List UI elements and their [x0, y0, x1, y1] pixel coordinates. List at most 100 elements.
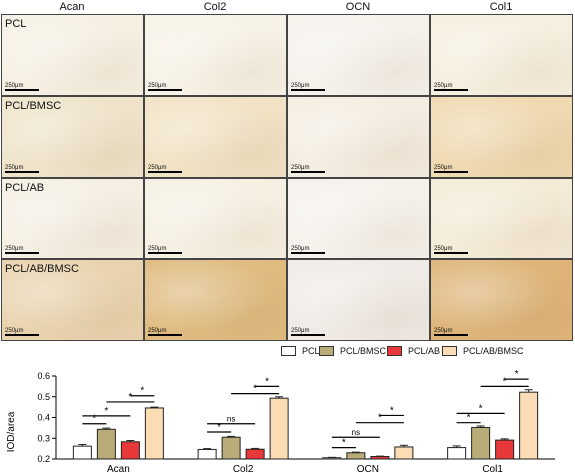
significance-label: *: [342, 438, 346, 449]
scale-bar: [148, 170, 182, 173]
micrograph-tile: 250μm: [430, 259, 573, 341]
y-tick-label: 0.2: [37, 454, 50, 464]
bar: [96, 428, 116, 460]
scale-bar-label: 250μm: [148, 164, 167, 171]
scale-bar: [434, 334, 468, 336]
micrograph-tile: 250μm: [430, 95, 573, 178]
scale-bar: [5, 88, 39, 91]
column-header-acan: Acan: [59, 1, 85, 13]
y-tick-label: 0.6: [37, 371, 50, 381]
micrograph-tile: 250μm: [144, 95, 287, 178]
significance-label: *: [104, 406, 108, 417]
row-label: PCL: [5, 18, 27, 30]
bar: [269, 397, 289, 460]
row-label: PCL/AB/BMSC: [5, 263, 79, 276]
x-tick-label: Col2: [233, 464, 254, 475]
bar: [322, 457, 342, 460]
significance-label: *: [128, 392, 132, 403]
bar: [495, 439, 515, 460]
significance-label: ns: [352, 428, 360, 437]
column-header-col2: Col2: [203, 1, 227, 13]
legend-label-pcl-ab: PCL/AB: [408, 346, 441, 356]
scale-bar-label: 250μm: [291, 82, 310, 89]
y-tick-label: 0.4: [37, 413, 50, 423]
scale-bar-label: 250μm: [5, 246, 24, 253]
scale-bar-label: 250μm: [5, 328, 24, 334]
significance-label: *: [253, 384, 257, 395]
scale-bar-label: 250μm: [148, 328, 167, 334]
significance-label: *: [479, 403, 483, 414]
x-tick-label: Acan: [107, 464, 130, 475]
legend-item-pcl: PCL: [281, 346, 320, 356]
scale-bar: [5, 334, 39, 336]
bar: [394, 446, 414, 460]
scale-bar-label: 250μm: [5, 82, 24, 89]
scale-bar: [291, 170, 325, 173]
bar: [72, 445, 92, 460]
row-label: PCL/BMSC: [5, 99, 62, 112]
micrograph-tile: 250μm: [430, 14, 573, 96]
scale-bar: [434, 170, 468, 173]
significance-label: *: [467, 413, 471, 424]
bar: [447, 447, 467, 460]
column-header-ocn: OCN: [345, 1, 371, 13]
bar: [221, 436, 241, 460]
legend-swatch-pcl-ab: [387, 346, 402, 356]
scale-bar: [434, 88, 468, 91]
chart-legend: PCL PCL/BMSC PCL/AB PCL/AB/BMSC: [0, 346, 575, 360]
row-label: PCL/AB: [5, 181, 45, 194]
legend-item-pcl-bmsc: PCL/BMSC: [319, 346, 386, 356]
significance-label: *: [265, 376, 269, 387]
x-tick-label: Col1: [482, 464, 503, 475]
scale-bar: [291, 334, 325, 336]
scale-bar: [291, 252, 325, 255]
legend-swatch-pcl: [281, 346, 296, 356]
micrograph-tile: 250μm: [287, 14, 430, 96]
micrograph-tile: PCL 250μm: [1, 14, 144, 96]
bar: [144, 407, 164, 460]
bar: [245, 448, 265, 460]
significance-label: *: [390, 405, 394, 416]
iod-bar-chart: IOD/area 0.2 0.3 0.4 0.5 0.6 Acan Col2 OCN Col1 *…: [6, 369, 555, 475]
legend-label-pcl-ab-bmsc: PCL/AB/BMSC: [463, 346, 524, 356]
scale-bar: [148, 88, 182, 91]
significance-label: *: [378, 413, 382, 424]
micrograph-tile: 250μm: [287, 259, 430, 341]
x-tick-label: OCN: [357, 464, 379, 475]
bar: [197, 448, 217, 460]
micrograph-tile: 250μm: [287, 177, 430, 260]
legend-item-pcl-ab: PCL/AB: [387, 346, 440, 356]
significance-label: *: [217, 422, 221, 433]
scale-bar-label: 250μm: [5, 164, 24, 171]
micrograph-tile: PCL/AB/BMSC 250μm: [1, 259, 144, 341]
micrograph-tile: PCL/BMSC 250μm: [1, 95, 144, 178]
bar: [120, 441, 140, 460]
column-header-col1: Col1: [489, 1, 513, 13]
scale-bar: [5, 170, 39, 173]
micrograph-tile: 250μm: [144, 177, 287, 260]
y-tick-label: 0.3: [37, 433, 50, 443]
micrograph-tile: 250μm: [144, 14, 287, 96]
scale-bar-label: 250μm: [434, 82, 453, 89]
scale-bar-label: 250μm: [434, 246, 453, 253]
micrograph-tile: 250μm: [287, 95, 430, 178]
micrograph-tile: 250μm: [430, 177, 573, 260]
scale-bar-label: 250μm: [291, 246, 310, 253]
significance-label: ns: [227, 415, 235, 424]
scale-bar: [291, 88, 325, 91]
bar: [519, 391, 539, 460]
legend-swatch-pcl-ab-bmsc: [442, 346, 457, 356]
scale-bar-label: 250μm: [291, 164, 310, 171]
significance-label: *: [92, 414, 96, 425]
micrograph-tile: 250μm: [144, 259, 287, 341]
significance-label: *: [140, 386, 144, 397]
scale-bar: [148, 334, 182, 336]
y-tick-label: 0.5: [37, 392, 50, 402]
micrograph-grid: PCL 250μm 250μm 250μm 250μm PCL/BMSC 250μm 250μ…: [1, 14, 573, 341]
scale-bar-label: 250μm: [148, 82, 167, 89]
legend-label-pcl: PCL: [302, 346, 320, 356]
legend-swatch-pcl-bmsc: [319, 346, 334, 356]
legend-item-pcl-ab-bmsc: PCL/AB/BMSC: [442, 346, 524, 356]
bar: [370, 456, 390, 460]
significance-label: *: [515, 369, 519, 380]
